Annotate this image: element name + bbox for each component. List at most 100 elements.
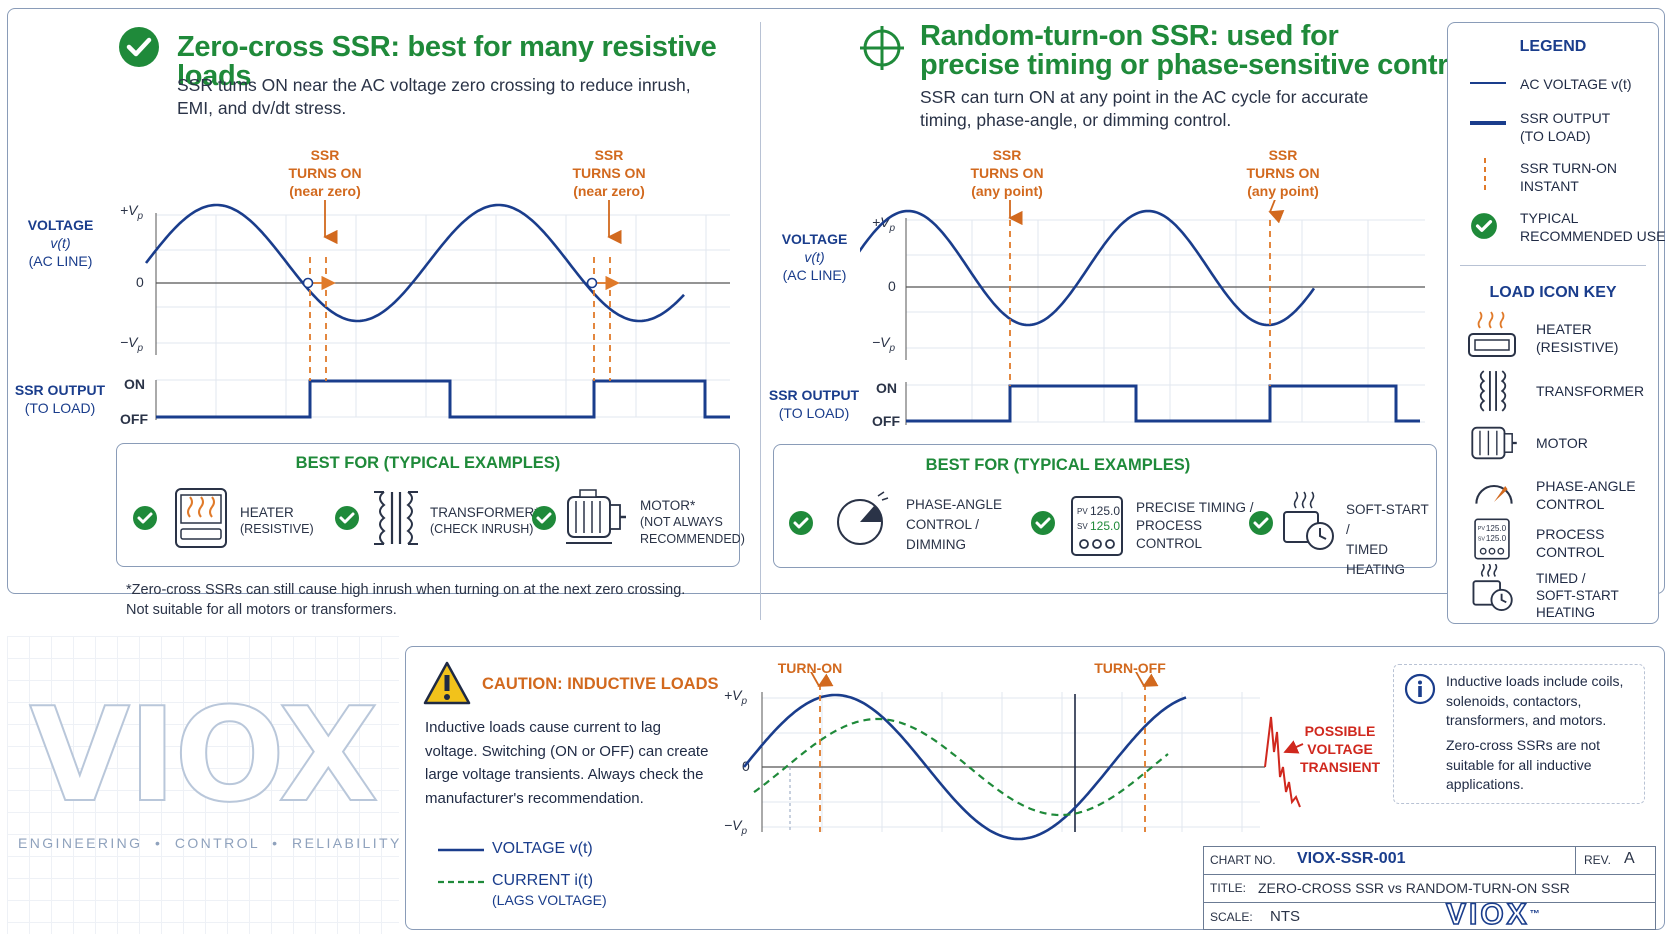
icon-key-process-control: PROCESS CONTROL xyxy=(1536,526,1605,560)
svg-text:OFF: OFF xyxy=(120,411,148,427)
svg-text:0: 0 xyxy=(888,278,896,294)
svg-text:ON: ON xyxy=(876,380,897,396)
zero-cross-annotation-2: SSR TURNS ON (near zero) xyxy=(572,147,646,199)
icon-key-phase-angle: PHASE-ANGLE CONTROL xyxy=(1536,478,1636,512)
check-circle-icon xyxy=(335,506,359,530)
check-circle-icon xyxy=(119,27,159,67)
title-value: ZERO-CROSS SSR vs RANDOM-TURN-ON SSR xyxy=(1258,880,1570,896)
scale-value: NTS xyxy=(1270,908,1300,925)
svg-text:125.0: 125.0 xyxy=(1090,504,1120,518)
zero-cross-waveform: +Vp 0 −Vp ON OFF xyxy=(120,200,730,427)
random-voltage-label: VOLTAGE v(t) (AC LINE) xyxy=(781,231,848,283)
title-block-rule xyxy=(1575,846,1576,874)
chart-no-label: CHART NO. xyxy=(1210,853,1276,867)
zero-cross-subtitle: SSR turns ON near the AC voltage zero cr… xyxy=(177,75,691,118)
random-turn-on-title: Random-turn-on SSR: used for precise tim… xyxy=(920,20,1474,81)
icon-key-heater: HEATER (RESISTIVE) xyxy=(1536,321,1619,355)
legend-item-output: SSR OUTPUT (TO LOAD) xyxy=(1520,110,1611,144)
crosshair-icon xyxy=(860,26,904,70)
phase-angle-dial-icon xyxy=(837,491,889,545)
icon-key-heading: LOAD ICON KEY xyxy=(1489,284,1617,301)
heater-icon xyxy=(1468,311,1516,357)
check-circle-icon xyxy=(1471,213,1497,239)
zero-cross-annotation-1: SSR TURNS ON (near zero) xyxy=(288,147,362,199)
random-turn-on-waveform: +Vp 0 −Vp ON OFF xyxy=(860,200,1425,429)
example-phase-angle-label: PHASE-ANGLE CONTROL / DIMMING xyxy=(906,497,1003,552)
legend-item-recommended: TYPICAL RECOMMENDED USE xyxy=(1520,210,1666,244)
heater-icon xyxy=(175,488,227,548)
legend-item-turn-on: SSR TURN-ON INSTANT xyxy=(1520,160,1617,194)
legend-voltage-line-icon xyxy=(1470,82,1506,84)
caution-legend-voltage: VOLTAGE v(t) xyxy=(492,840,593,857)
rev-value: A xyxy=(1624,850,1635,867)
svg-text:−Vp: −Vp xyxy=(120,334,144,354)
info-text-1: Inductive loads include coils, solenoids… xyxy=(1446,673,1624,728)
svg-text:OFF: OFF xyxy=(872,413,900,429)
inductive-waveform: +Vp 0 −Vp xyxy=(724,672,1304,841)
brand-logo: VIOX xyxy=(28,679,379,831)
check-circle-icon xyxy=(133,506,157,530)
check-circle-icon xyxy=(789,511,813,535)
caution-legend-current: CURRENT i(t) xyxy=(492,872,594,889)
zero-cross-output-label: SSR OUTPUT (TO LOAD) xyxy=(14,382,106,416)
legend-output-line-icon xyxy=(1470,121,1506,125)
svg-text:+Vp: +Vp xyxy=(724,687,748,707)
caution-turn-on-label: TURN-ON xyxy=(777,660,843,676)
caution-body: Inductive loads cause current to lag vol… xyxy=(425,719,709,807)
random-annotation-1: SSR TURNS ON (any point) xyxy=(970,147,1044,199)
rev-label: REV. xyxy=(1584,853,1611,867)
caution-legend-voltage-icon xyxy=(438,848,484,852)
random-turn-on-subtitle: SSR can turn ON at any point in the AC c… xyxy=(920,87,1369,130)
caution-heading: CAUTION: INDUCTIVE LOADS xyxy=(482,675,719,693)
transformer-icon xyxy=(374,491,418,545)
icon-key-transformer: TRANSFORMER xyxy=(1536,383,1645,399)
random-annotation-2: SSR TURNS ON (any point) xyxy=(1246,147,1320,199)
legend-turn-on-dash-icon xyxy=(1484,158,1486,194)
svg-text:PV: PV xyxy=(1077,507,1088,516)
icon-key-timed-heating: TIMED / SOFT-START HEATING xyxy=(1536,571,1619,620)
info-text-2: Zero-cross SSRs are not suitable for all… xyxy=(1446,737,1601,792)
random-output-label: SSR OUTPUT (TO LOAD) xyxy=(768,387,860,421)
zero-cross-best-for-heading: BEST FOR (TYPICAL EXAMPLES) xyxy=(295,454,561,472)
transformer-icon xyxy=(1479,370,1507,412)
title-block xyxy=(1203,846,1656,930)
svg-text:125.0: 125.0 xyxy=(1090,519,1120,533)
check-circle-icon xyxy=(1031,511,1055,535)
svg-text:125.0: 125.0 xyxy=(1486,534,1507,543)
title-block-rule xyxy=(1203,874,1656,875)
process-controller-icon: PV 125.0 SV 125.0 xyxy=(1071,496,1123,556)
svg-text:PV: PV xyxy=(1478,526,1486,532)
chart-no-value: VIOX-SSR-001 xyxy=(1297,850,1406,867)
svg-text:+Vp: +Vp xyxy=(872,214,896,234)
svg-text:ON: ON xyxy=(124,376,145,392)
panel-divider xyxy=(760,22,761,620)
info-box xyxy=(1393,664,1645,804)
caution-legend-current-icon xyxy=(438,880,484,884)
svg-text:SV: SV xyxy=(1077,522,1088,531)
brand-background xyxy=(7,636,399,934)
warning-triangle-icon xyxy=(423,661,471,705)
example-motor-label: MOTOR* (NOT ALWAYS RECOMMENDED) xyxy=(640,498,745,546)
process-controller-icon: PV 125.0 SV 125.0 xyxy=(1474,518,1510,560)
zero-cross-voltage-label: VOLTAGE v(t) (AC LINE) xyxy=(27,217,94,269)
zero-cross-footnote: *Zero-cross SSRs can still cause high in… xyxy=(126,582,686,618)
svg-text:−Vp: −Vp xyxy=(724,817,748,837)
icon-key-motor: MOTOR xyxy=(1536,435,1588,451)
svg-text:−Vp: −Vp xyxy=(872,334,896,354)
svg-text:0: 0 xyxy=(136,274,144,290)
legend-divider xyxy=(1460,265,1646,266)
example-transformer-label: TRANSFORMER* (CHECK INRUSH) xyxy=(430,505,540,536)
timed-heating-icon xyxy=(1472,564,1513,612)
title-block-logo: VIOX™ xyxy=(1445,898,1543,931)
scale-label: SCALE: xyxy=(1210,910,1253,924)
phase-angle-dial-icon xyxy=(1475,484,1513,504)
motor-icon xyxy=(566,489,626,544)
svg-text:SV: SV xyxy=(1478,536,1486,542)
svg-text:+Vp: +Vp xyxy=(120,202,144,222)
example-heater-label: HEATER (RESISTIVE) xyxy=(240,505,314,536)
example-process-control-label: PRECISE TIMING / PROCESS CONTROL xyxy=(1136,500,1254,551)
timed-heating-icon xyxy=(1283,491,1334,550)
caution-turn-off-label: TURN-OFF xyxy=(1094,660,1166,676)
caution-transient-label: POSSIBLE VOLTAGE TRANSIENT xyxy=(1300,723,1381,775)
title-label: TITLE: xyxy=(1210,881,1247,895)
